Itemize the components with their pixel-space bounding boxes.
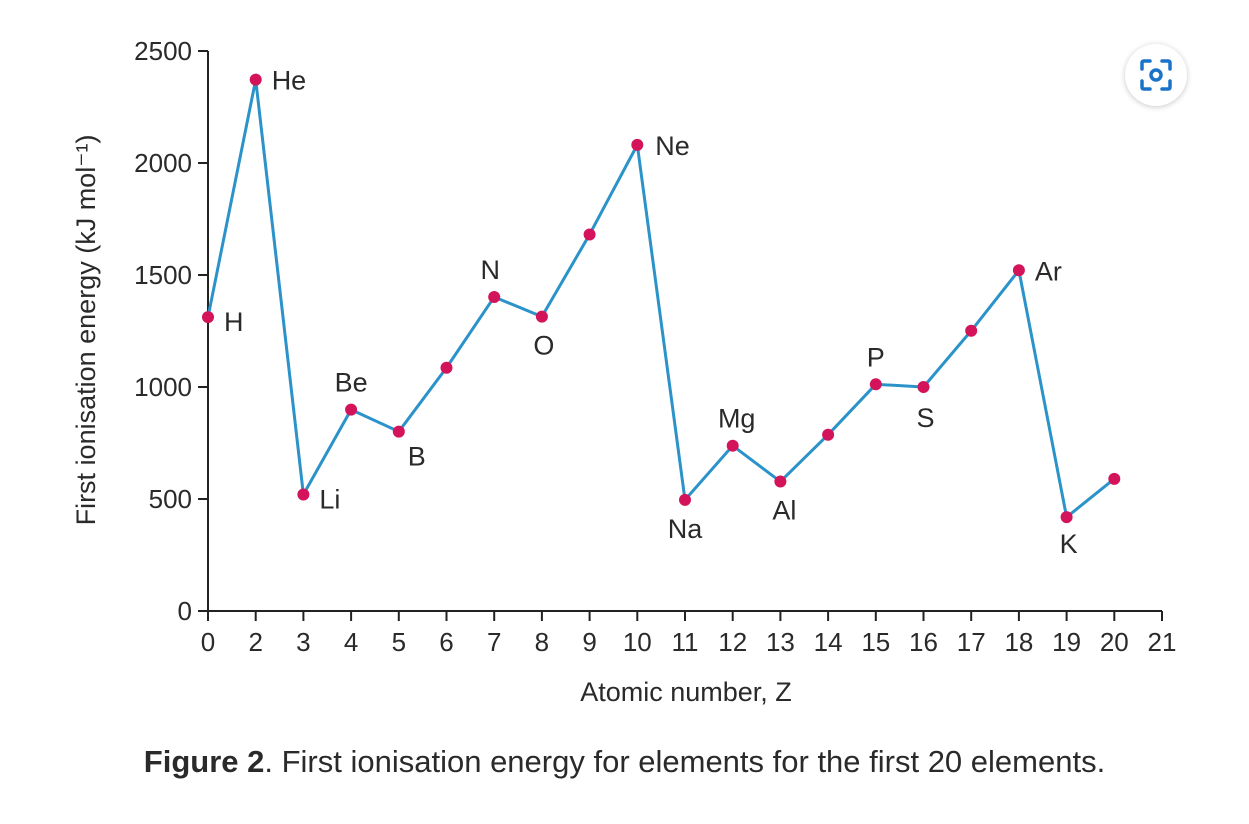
x-tick-label: 21 xyxy=(1148,627,1177,657)
point-label-al: Al xyxy=(772,496,796,526)
data-point-k xyxy=(1060,511,1073,524)
focus-zoom-icon xyxy=(1140,59,1172,91)
data-point xyxy=(440,361,453,374)
data-point-o xyxy=(535,310,548,323)
x-tick-label: 10 xyxy=(623,627,652,657)
y-tick-label: 1000 xyxy=(134,372,192,402)
data-point-be xyxy=(345,403,358,416)
y-tick-label: 2000 xyxy=(134,148,192,178)
data-point-li xyxy=(297,488,310,501)
point-label-na: Na xyxy=(668,514,703,544)
y-tick-label: 2500 xyxy=(134,36,192,66)
x-tick-label: 0 xyxy=(201,627,215,657)
x-tick-label: 9 xyxy=(582,627,596,657)
data-point-ar xyxy=(1012,264,1025,277)
point-label-k: K xyxy=(1060,529,1078,559)
data-point xyxy=(965,324,978,337)
point-label-h: H xyxy=(224,307,244,337)
point-label-p: P xyxy=(867,342,885,372)
x-tick-label: 6 xyxy=(439,627,453,657)
x-tick-label: 14 xyxy=(814,627,843,657)
data-point-al xyxy=(774,475,787,488)
y-tick-label: 0 xyxy=(178,596,192,626)
data-point-h xyxy=(202,311,214,324)
x-tick-label: 17 xyxy=(957,627,986,657)
x-tick-label: 11 xyxy=(672,627,699,657)
point-label-s: S xyxy=(916,403,934,433)
point-label-be: Be xyxy=(335,368,368,398)
x-tick-label: 15 xyxy=(861,627,890,657)
data-point-b xyxy=(392,425,405,438)
x-tick-label: 4 xyxy=(344,627,358,657)
x-tick-label: 12 xyxy=(718,627,747,657)
figure-caption-text: . First ionisation energy for elements f… xyxy=(264,744,1106,779)
y-tick-label: 500 xyxy=(149,484,192,514)
data-point xyxy=(822,428,835,441)
series xyxy=(202,73,1121,524)
data-point-mg xyxy=(726,439,739,452)
data-point xyxy=(1108,472,1121,485)
point-label-mg: Mg xyxy=(718,404,756,434)
y-tick-label: 1500 xyxy=(134,260,192,290)
data-point-na xyxy=(679,493,691,506)
point-label-b: B xyxy=(408,442,426,472)
ticks: 0 500 1000 1500 2000 2500 0 2 3 4 5 6 7 8 9 10 11 12 13 14 1… xyxy=(134,36,1176,657)
x-tick-label: 7 xyxy=(487,627,501,657)
data-point-ne xyxy=(631,138,644,151)
point-label-he: He xyxy=(272,66,307,96)
x-tick-label: 19 xyxy=(1052,627,1081,657)
point-label-ar: Ar xyxy=(1035,256,1062,286)
zoom-button[interactable] xyxy=(1125,44,1187,106)
series-line xyxy=(206,78,1116,519)
x-tick-label: 8 xyxy=(535,627,549,657)
ionisation-energy-chart: 0 500 1000 1500 2000 2500 0 2 3 4 5 6 7 8 9 10 11 12 13 14 1… xyxy=(71,36,1176,707)
x-axis-title: Atomic number, Z xyxy=(580,677,792,707)
x-tick-label: 20 xyxy=(1100,627,1129,657)
figure-caption-label: Figure 2 xyxy=(143,744,265,779)
point-label-o: O xyxy=(533,331,554,361)
y-axis-title: First ionisation energy (kJ mol⁻¹) xyxy=(71,135,101,526)
data-point-p xyxy=(869,378,882,391)
point-labels: H He Li Be B N O Ne Na Mg Al P S Ar K xyxy=(224,66,1078,559)
x-tick-label: 13 xyxy=(766,627,795,657)
data-point-s xyxy=(917,381,930,393)
point-label-n: N xyxy=(480,255,500,285)
data-point-he xyxy=(249,73,262,86)
point-label-li: Li xyxy=(319,485,340,515)
x-tick-label: 2 xyxy=(248,627,262,657)
x-tick-label: 18 xyxy=(1004,627,1033,657)
point-label-ne: Ne xyxy=(655,131,690,161)
data-point xyxy=(583,228,596,241)
x-tick-label: 5 xyxy=(392,627,406,657)
x-tick-label: 16 xyxy=(909,627,938,657)
x-tick-label: 3 xyxy=(296,627,310,657)
figure-caption: Figure 2. First ionisation energy for el… xyxy=(0,744,1249,780)
data-point-n xyxy=(488,290,501,303)
